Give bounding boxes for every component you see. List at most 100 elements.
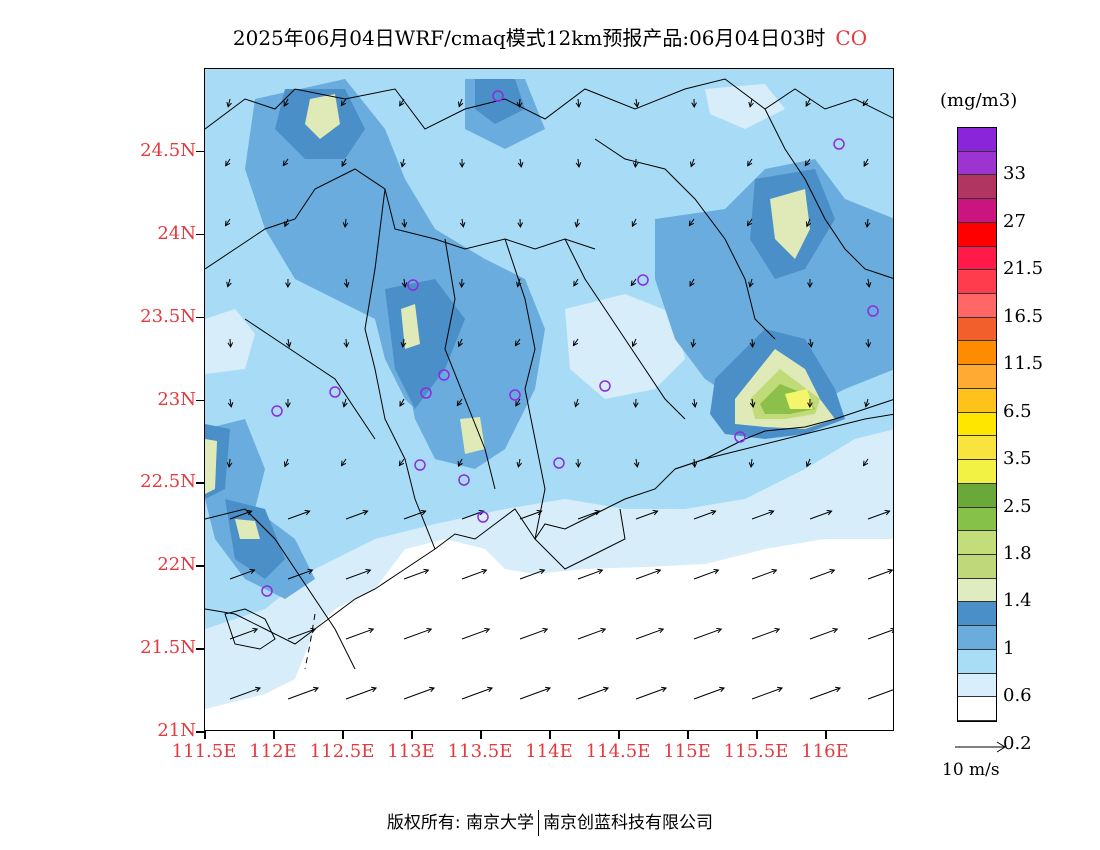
wind-vector [693, 398, 696, 407]
station-marker [553, 457, 565, 469]
wind-vector-head [516, 461, 523, 468]
wind-vector [341, 158, 347, 167]
wind-vector [403, 510, 426, 520]
wind-vector-head [458, 282, 465, 289]
wind-vector-head [399, 100, 405, 107]
wind-vector-head [285, 402, 291, 409]
wind-vector-head [514, 340, 521, 347]
band-0-2-central-patch [565, 294, 685, 399]
wind-vector [283, 98, 289, 107]
wind-vector [225, 218, 231, 226]
wind-vector-head [225, 160, 231, 167]
map-panel[interactable] [204, 68, 894, 731]
wind-vector-head [632, 402, 639, 409]
colorbar-cell [958, 388, 996, 413]
colorbar-cell [958, 554, 996, 579]
colorbar-cell [958, 697, 996, 721]
copyright-right: 南京创蓝科技有限公司 [543, 813, 714, 833]
station-marker [734, 431, 746, 443]
wind-vector-head [575, 462, 582, 469]
wind-vector-head [805, 101, 811, 107]
wind-vector-head [307, 568, 314, 575]
station-marker [438, 369, 450, 381]
wind-vector [693, 687, 725, 700]
longitude-label: 111.5E [171, 741, 237, 762]
wind-vector [751, 569, 777, 580]
colorbar-cell [958, 294, 996, 318]
colorbar-cell [958, 507, 996, 532]
wind-vector [345, 278, 348, 287]
dashed-boundary [304, 613, 316, 670]
wind-vector [515, 398, 521, 407]
colorbar-cell [958, 483, 996, 508]
wind-vector-head [713, 568, 720, 575]
colorbar-cell [958, 673, 996, 698]
copyright-footer: 版权所有: 南京大学 南京创蓝科技有限公司 [0, 808, 1100, 836]
wind-vector-head [862, 460, 869, 467]
province-boundaries [205, 78, 893, 670]
wind-vector [345, 569, 371, 580]
wind-vector [867, 510, 890, 520]
wind-vector-head [716, 627, 723, 634]
longitude-tick [411, 731, 413, 739]
wind-vector [750, 458, 753, 468]
band-2-5-east-hotspot [785, 389, 813, 409]
wind-vector-head [457, 101, 464, 108]
latitude-label: 21.5N [140, 637, 196, 659]
island-outline [224, 608, 276, 650]
wind-vector [577, 98, 580, 108]
wind-vector [229, 398, 232, 407]
wind-vector [229, 569, 255, 580]
wind-vector-head [804, 160, 811, 167]
longitude-tick [756, 731, 758, 739]
wind-vector-head [574, 401, 580, 408]
wind-vector [632, 338, 637, 347]
wind-vector [577, 158, 580, 168]
station-marker [407, 279, 419, 291]
wind-vector-head [423, 568, 430, 575]
wind-vector-head [398, 460, 405, 467]
wind-vector [461, 569, 487, 580]
wind-vector-head [864, 401, 870, 408]
band-0-8-south-west [205, 419, 315, 599]
wind-vector-head [594, 509, 601, 516]
latitude-tick [196, 731, 204, 733]
wind-vector [344, 218, 347, 227]
wind-vector-head [573, 280, 579, 287]
wind-vector-head [401, 222, 408, 228]
wind-vector-head [517, 222, 524, 229]
wind-vector [751, 338, 754, 348]
wind-vector-head [748, 101, 754, 108]
wind-vector [227, 98, 231, 107]
wind-vector-head [283, 101, 289, 107]
title-text: 2025年06月04日WRF/cmaq模式12km预报产品:06月04日03时 [232, 26, 826, 50]
band-1-2-north-west [305, 94, 340, 139]
band-0-2-north-patch [705, 84, 785, 129]
colorbar-cell [958, 460, 996, 484]
wind-vector-head [865, 282, 872, 288]
wind-vector-head [457, 461, 463, 468]
wind-vector-head [515, 400, 521, 407]
wind-vector [749, 98, 753, 107]
wind-vector [867, 569, 893, 580]
wind-vector-head [420, 509, 427, 516]
wind-vector [519, 628, 548, 640]
wind-vector-head [631, 341, 637, 348]
wind-vector-head [771, 568, 778, 575]
wind-vector [282, 158, 289, 166]
ocean-region [205, 539, 893, 730]
wind-vector [692, 338, 695, 347]
wind-vector [693, 569, 719, 580]
longitude-label: 116E [801, 741, 849, 762]
wind-vector-head [633, 102, 640, 108]
colorbar-cell [958, 199, 996, 223]
wind-vector [461, 687, 493, 700]
wind-vector-head [459, 162, 465, 169]
wind-vector-head [285, 341, 292, 348]
wind-vector [403, 628, 432, 640]
wind-vector [809, 628, 838, 640]
wind-vector [689, 278, 695, 287]
colorbar-label: 16.5 [1003, 305, 1044, 327]
colorbar-cell [958, 412, 996, 437]
wind-vector [573, 278, 579, 287]
